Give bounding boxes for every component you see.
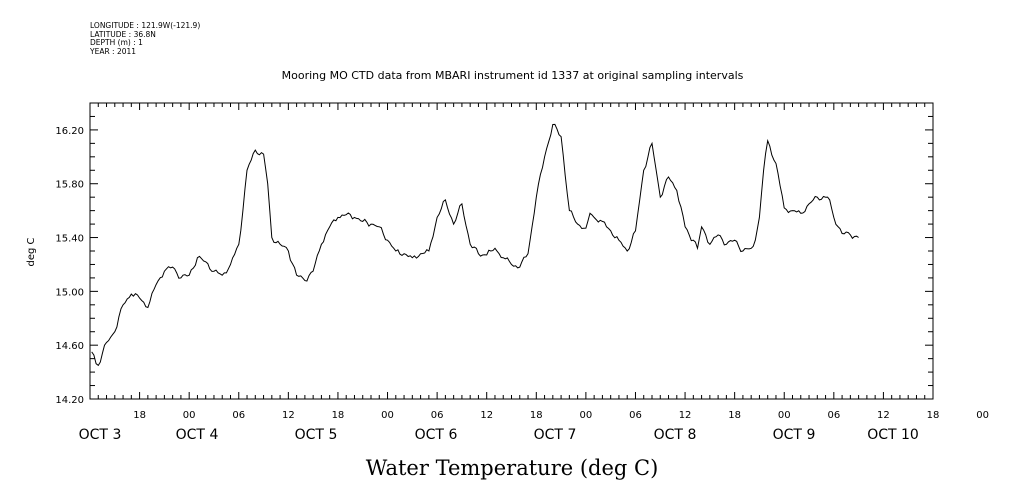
x-hour-label: 06 bbox=[629, 410, 642, 421]
y-tick-label: 14.20 bbox=[55, 395, 84, 406]
plot-frame bbox=[89, 102, 934, 400]
meta-depth: DEPTH (m) : 1 bbox=[90, 38, 143, 48]
x-axis-title: Water Temperature (deg C) bbox=[366, 456, 659, 480]
x-hour-label: 06 bbox=[431, 410, 444, 421]
metadata-block: LONGITUDE : 121.9W(-121.9) LATITUDE : 36… bbox=[90, 21, 201, 56]
meta-year: YEAR : 2011 bbox=[90, 46, 137, 56]
x-date-label: OCT 5 bbox=[295, 427, 338, 443]
x-hour-label: 18 bbox=[133, 410, 146, 421]
x-hour-label: 06 bbox=[827, 410, 840, 421]
y-tick-label: 15.80 bbox=[55, 180, 84, 191]
x-hour-label: 00 bbox=[976, 410, 989, 421]
x-date-label: OCT 6 bbox=[415, 427, 458, 443]
y-tick-label: 15.40 bbox=[55, 234, 84, 245]
x-hour-label: 00 bbox=[580, 410, 593, 421]
y-tick-label: 14.60 bbox=[55, 341, 84, 352]
temperature-line bbox=[91, 123, 859, 367]
x-date-label: OCT 8 bbox=[654, 427, 697, 443]
y-tick-label: 15.00 bbox=[55, 287, 84, 298]
x-hour-label: 18 bbox=[728, 410, 741, 421]
x-axis: 1800061218000612180006121800061218000612… bbox=[79, 103, 989, 443]
y-tick-label: 16.20 bbox=[55, 126, 84, 137]
x-hour-label: 06 bbox=[232, 410, 245, 421]
x-hour-label: 12 bbox=[282, 410, 295, 421]
y-axis-label: deg C bbox=[26, 237, 37, 266]
x-hour-label: 00 bbox=[381, 410, 394, 421]
y-axis: 14.20 14.60 15.00 15.40 15.80 16.20 bbox=[55, 102, 933, 406]
x-hour-label: 00 bbox=[778, 410, 791, 421]
x-date-label: OCT 7 bbox=[534, 427, 577, 443]
meta-latitude: LATITUDE : 36.8N bbox=[90, 29, 156, 39]
x-hour-label: 18 bbox=[332, 410, 345, 421]
meta-longitude: LONGITUDE : 121.9W(-121.9) bbox=[90, 21, 201, 30]
x-date-label: OCT 9 bbox=[773, 427, 816, 443]
x-hour-label: 12 bbox=[877, 410, 890, 421]
x-hour-label: 18 bbox=[530, 410, 543, 421]
x-date-label: OCT 3 bbox=[79, 427, 122, 443]
x-hour-label: 12 bbox=[679, 410, 692, 421]
x-hour-label: 12 bbox=[480, 410, 493, 421]
x-hour-label: 00 bbox=[183, 410, 196, 421]
x-date-label: OCT 10 bbox=[867, 427, 919, 443]
series-group bbox=[91, 123, 859, 367]
x-date-label: OCT 4 bbox=[176, 427, 219, 443]
x-hour-label: 18 bbox=[927, 410, 940, 421]
chart-title: Mooring MO CTD data from MBARI instrumen… bbox=[281, 69, 744, 82]
